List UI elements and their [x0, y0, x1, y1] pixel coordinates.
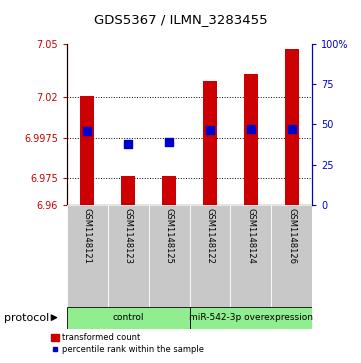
Bar: [80, 95, 94, 205]
Text: GDS5367 / ILMN_3283455: GDS5367 / ILMN_3283455: [94, 13, 267, 26]
Bar: [162, 176, 176, 205]
Bar: [67, 307, 190, 329]
Bar: [203, 81, 217, 205]
Bar: [244, 74, 258, 205]
Text: protocol: protocol: [4, 313, 49, 323]
Bar: [67, 205, 108, 307]
Point: [207, 127, 213, 133]
Text: GSM1148123: GSM1148123: [124, 208, 132, 264]
Legend: transformed count, percentile rank within the sample: transformed count, percentile rank withi…: [48, 330, 208, 357]
Bar: [190, 307, 312, 329]
Bar: [108, 205, 149, 307]
Text: GSM1148122: GSM1148122: [205, 208, 214, 264]
Bar: [149, 205, 190, 307]
Bar: [230, 205, 271, 307]
Point: [248, 127, 254, 132]
Text: GSM1148126: GSM1148126: [287, 208, 296, 264]
Point: [84, 128, 90, 134]
Text: GSM1148121: GSM1148121: [83, 208, 92, 264]
Text: miR-542-3p overexpression: miR-542-3p overexpression: [189, 313, 313, 322]
Bar: [190, 205, 230, 307]
Bar: [284, 49, 299, 205]
Bar: [121, 176, 135, 205]
Text: control: control: [112, 313, 144, 322]
Text: GSM1148124: GSM1148124: [247, 208, 255, 264]
Point: [166, 139, 172, 145]
Bar: [271, 205, 312, 307]
Point: [125, 141, 131, 147]
Text: GSM1148125: GSM1148125: [165, 208, 174, 264]
Point: [289, 126, 295, 132]
